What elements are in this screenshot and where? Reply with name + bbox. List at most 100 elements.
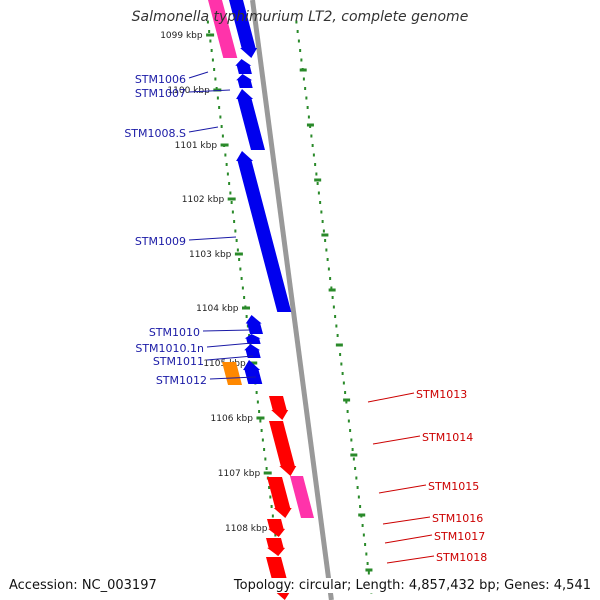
inner-dot bbox=[233, 220, 236, 223]
inner-dot bbox=[248, 334, 251, 337]
outer-dot bbox=[316, 182, 319, 185]
outer-dot bbox=[367, 571, 370, 575]
inner-dot bbox=[241, 286, 244, 290]
outer-dot bbox=[345, 400, 348, 404]
gene-stm1016 bbox=[267, 519, 286, 537]
label-leader bbox=[188, 236, 237, 241]
outer-tick bbox=[335, 343, 343, 347]
inner-dot bbox=[238, 258, 241, 261]
pink-feature-2 bbox=[290, 476, 314, 518]
inner-dot bbox=[258, 410, 261, 413]
gene-stm1008-s bbox=[236, 89, 265, 150]
label-leader bbox=[386, 555, 435, 564]
label-leader bbox=[202, 329, 251, 332]
inner-dot bbox=[264, 457, 267, 461]
outer-dot bbox=[299, 49, 302, 52]
outer-dot bbox=[365, 552, 368, 556]
ruler-label: 1099 kbp bbox=[160, 31, 203, 41]
gene-label: STM1015 bbox=[428, 480, 479, 493]
outer-tick bbox=[306, 123, 314, 127]
outer-dot bbox=[307, 115, 310, 119]
outer-tick bbox=[299, 68, 307, 72]
inner-dot bbox=[271, 514, 274, 518]
outer-dot bbox=[311, 144, 314, 147]
outer-dot bbox=[356, 486, 359, 489]
kbp-ruler: 1099 kbp 1100 kbp 1101 kbp 1102 kbp 1103 kbp… bbox=[160, 31, 287, 588]
inner-dot bbox=[256, 400, 259, 404]
ruler-label: 1102 kbp bbox=[182, 195, 225, 205]
inner-dot bbox=[263, 448, 266, 451]
gene-label: STM1007 bbox=[135, 87, 186, 100]
outer-dot bbox=[320, 210, 323, 214]
gene-label: STM1013 bbox=[416, 388, 467, 401]
outer-dot bbox=[297, 39, 300, 43]
inner-dot bbox=[220, 125, 223, 128]
gene-stm1017 bbox=[266, 538, 286, 556]
label-leader bbox=[367, 392, 415, 403]
outer-dot bbox=[326, 258, 329, 261]
label-leader bbox=[372, 435, 421, 445]
inner-dot bbox=[231, 210, 234, 214]
gene-stm1007 bbox=[236, 74, 253, 88]
inner-dot bbox=[228, 182, 231, 185]
outer-tick bbox=[350, 453, 358, 457]
outer-dot bbox=[331, 296, 334, 299]
ruler-label: 1108 kbp bbox=[225, 524, 268, 534]
inner-dot bbox=[269, 495, 272, 499]
ruler-tick bbox=[249, 361, 258, 365]
inner-dot bbox=[236, 248, 239, 252]
ruler-label: 1107 kbp bbox=[218, 469, 261, 479]
outer-dot bbox=[359, 505, 362, 508]
outer-dot bbox=[312, 153, 315, 157]
pink-feature bbox=[208, 0, 238, 58]
gene-label: STM1010 bbox=[149, 326, 200, 339]
outer-dot bbox=[364, 543, 367, 546]
inner-dot bbox=[265, 467, 268, 470]
outer-dot bbox=[295, 20, 298, 24]
inner-dot bbox=[243, 296, 246, 299]
label-leader bbox=[188, 71, 209, 79]
inner-dot bbox=[219, 115, 222, 119]
inner-dot bbox=[234, 229, 237, 233]
outer-dot bbox=[319, 201, 322, 204]
ruler-tick bbox=[256, 416, 265, 420]
label-leader bbox=[206, 355, 254, 361]
gene-stm1012 bbox=[243, 360, 263, 384]
gene-stm1014 bbox=[269, 421, 297, 476]
inner-dot bbox=[225, 163, 228, 166]
outer-tick bbox=[343, 398, 351, 402]
inner-dot bbox=[270, 505, 273, 508]
outer-dot bbox=[349, 429, 352, 432]
inner-dot bbox=[260, 429, 263, 432]
outer-dot bbox=[317, 191, 320, 195]
outer-dot bbox=[310, 134, 313, 138]
ruler-tick bbox=[220, 143, 229, 147]
outer-tick bbox=[314, 178, 322, 182]
outer-dot bbox=[336, 334, 339, 337]
outer-dot bbox=[350, 438, 353, 442]
label-leader bbox=[384, 534, 433, 544]
outer-dot bbox=[357, 495, 360, 499]
outer-dot bbox=[321, 220, 324, 223]
ruler-label: 1100 kbp bbox=[167, 86, 210, 96]
outer-dot bbox=[332, 305, 335, 309]
outer-dot bbox=[334, 315, 337, 318]
gene-label: STM1016 bbox=[432, 512, 483, 525]
inner-dot bbox=[255, 391, 258, 394]
gene-label: STM1014 bbox=[422, 431, 473, 444]
outer-dot bbox=[324, 239, 327, 242]
inner-dot bbox=[221, 134, 224, 138]
ruler-label: 1101 kbp bbox=[175, 141, 218, 151]
label-leader bbox=[382, 516, 431, 525]
outer-dot bbox=[314, 163, 317, 166]
outer-dot bbox=[322, 229, 325, 233]
label-leader bbox=[188, 89, 231, 93]
label-leader bbox=[188, 126, 219, 133]
outer-dot bbox=[361, 524, 364, 527]
gene-stm1010-1n bbox=[244, 334, 261, 344]
gene-features bbox=[208, 0, 314, 600]
inner-dot bbox=[245, 315, 248, 318]
gene-label: STM1006 bbox=[135, 73, 186, 86]
